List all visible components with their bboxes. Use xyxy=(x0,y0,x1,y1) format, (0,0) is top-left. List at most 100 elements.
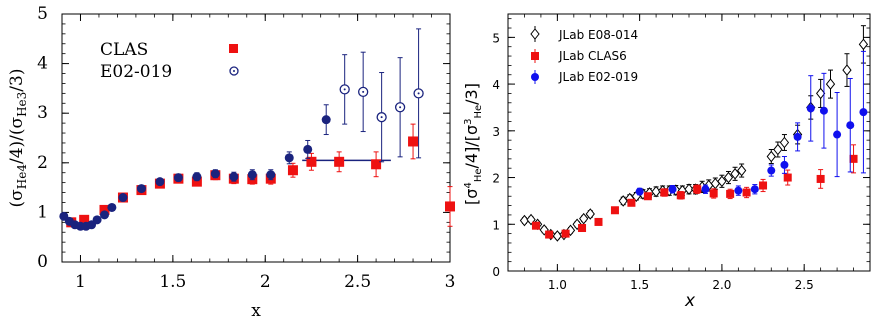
data-point-circle xyxy=(767,166,776,175)
data-point-square xyxy=(287,165,298,176)
data-point-circle xyxy=(192,172,202,182)
data-point-square xyxy=(334,156,345,167)
legend-label-e02-019: E02-019 xyxy=(100,62,172,82)
data-point-diamond xyxy=(618,195,628,207)
data-point-square xyxy=(693,185,702,194)
left-ylabel-mid: /4)/(σ xyxy=(7,117,27,165)
data-point-circle xyxy=(701,185,710,194)
data-point-diamond xyxy=(737,164,747,177)
data-point-circle xyxy=(107,202,117,212)
right-ylabel-sup2: 3 xyxy=(463,119,474,125)
data-point-diamond xyxy=(779,136,790,149)
y-tick-label: 0 xyxy=(492,265,500,279)
data-point-square xyxy=(561,229,570,238)
data-point-circle xyxy=(635,187,644,196)
left-ylabel-sub2: He3 xyxy=(15,92,29,117)
legend-label-e08: JLab E08-014 xyxy=(558,28,638,42)
data-point-circle xyxy=(229,172,239,182)
data-point-circle xyxy=(247,170,257,180)
right-ylabel-open1: [σ xyxy=(462,189,481,205)
legend-marker-clas xyxy=(229,44,238,53)
left-axis-ticks: 1 1.5 2 2.5 3 0 1 2 3 4 5 xyxy=(37,4,455,292)
data-point-diamond xyxy=(552,230,563,242)
y-tick-label: 5 xyxy=(492,31,500,45)
y-tick-label: 3 xyxy=(492,125,500,139)
data-point-circle xyxy=(284,153,294,163)
data-point-square xyxy=(643,192,652,201)
y-tick-label: 1 xyxy=(37,202,48,222)
y-tick-label: 4 xyxy=(37,54,48,74)
data-point-square xyxy=(531,221,540,230)
y-tick-label: 5 xyxy=(37,4,48,24)
data-point-square xyxy=(660,188,669,197)
x-tick-label: 1 xyxy=(75,272,86,292)
data-point-diamond xyxy=(825,78,836,90)
y-tick-label: 1 xyxy=(492,218,500,232)
data-point-circle xyxy=(793,132,802,141)
data-point-circle xyxy=(92,215,102,225)
left-ylabel-close: /3) xyxy=(7,69,27,92)
data-point-open-circle-dot xyxy=(362,90,365,93)
x-tick-label: 2.5 xyxy=(344,272,371,292)
data-point-square xyxy=(79,214,90,225)
legend-label-clas6: JLab CLAS6 xyxy=(558,49,627,63)
y-tick-label: 2 xyxy=(37,153,48,173)
data-point-square xyxy=(709,189,718,198)
data-point-open-circle-dot xyxy=(399,106,402,109)
data-point-square xyxy=(742,188,751,197)
data-point-square xyxy=(816,174,825,183)
data-point-circle xyxy=(321,115,331,125)
data-point-square xyxy=(191,176,202,187)
right-x-axis-label: x xyxy=(684,291,696,311)
legend-marker-e02-019 xyxy=(229,66,239,76)
data-point-diamond xyxy=(766,150,776,163)
right-ylabel-sup1: 4 xyxy=(463,182,474,188)
x-tick-label: 2.0 xyxy=(712,278,731,292)
y-tick-label: 4 xyxy=(492,78,500,92)
legend-marker-e02 xyxy=(531,73,539,81)
data-point-diamond xyxy=(858,38,869,51)
legend-marker-e08 xyxy=(530,28,540,40)
data-point-circle xyxy=(846,121,855,130)
x-tick-label: 3 xyxy=(445,272,456,292)
data-point-diamond xyxy=(579,212,589,225)
data-point-diamond xyxy=(710,177,720,190)
y-tick-label: 2 xyxy=(492,172,500,186)
legend-marker-e02-019-dot xyxy=(233,70,235,72)
y-tick-label: 3 xyxy=(37,103,48,123)
data-point-circle xyxy=(136,184,146,194)
left-y-axis-label: (σHe4/4)/(σHe3/3) xyxy=(7,69,29,208)
x-tick-label: 1.5 xyxy=(630,278,649,292)
data-point-square xyxy=(726,189,735,198)
data-point-open-circle-dot xyxy=(343,88,346,91)
x-tick-label: 2 xyxy=(260,272,271,292)
data-point-diamond xyxy=(684,183,694,196)
data-point-circle xyxy=(806,104,815,113)
data-point-circle xyxy=(155,177,165,187)
data-point-square xyxy=(676,191,685,200)
data-point-diamond xyxy=(585,208,595,220)
data-point-square xyxy=(408,136,419,147)
data-point-square xyxy=(445,201,455,212)
data-point-square xyxy=(578,224,587,233)
left-legend: CLAS E02-019 xyxy=(100,40,239,82)
data-point-open-circle-dot xyxy=(417,92,420,95)
data-point-circle xyxy=(750,185,759,194)
data-point-diamond xyxy=(815,87,826,100)
legend-label-e02: JLab E02-019 xyxy=(558,70,638,84)
right-legend: JLab E08-014 JLab CLAS6 JLab E02-019 xyxy=(530,26,638,84)
data-point-circle xyxy=(303,144,313,154)
right-y-axis-label: [σ4He/4]/[σ3He/3] xyxy=(462,83,484,205)
data-point-square xyxy=(371,159,382,170)
data-point-circle xyxy=(210,169,220,179)
left-ylabel-open: (σ xyxy=(7,189,27,208)
data-point-circle xyxy=(266,170,276,180)
data-point-diamond xyxy=(842,64,852,76)
data-point-square xyxy=(849,154,858,163)
left-chart: 1 1.5 2 2.5 3 0 1 2 3 4 5 x (σHe4/4)/(σHe3/3) CLAS… xyxy=(7,4,455,321)
data-point-diamond xyxy=(723,171,734,184)
data-point-square xyxy=(594,217,603,226)
data-point-circle xyxy=(833,130,842,139)
data-point-circle xyxy=(99,210,109,220)
